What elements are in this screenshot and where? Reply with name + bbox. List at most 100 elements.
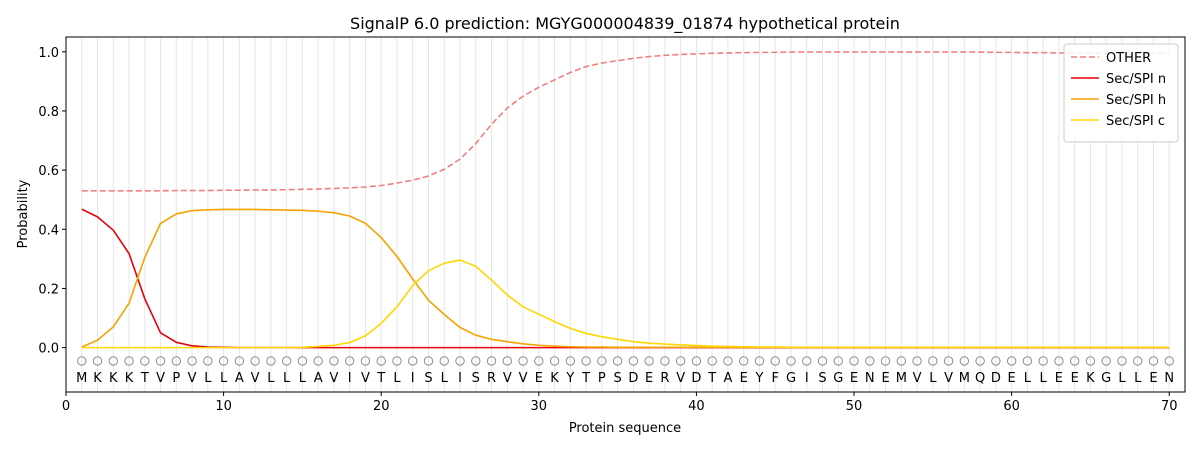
chart-title: SignalP 6.0 prediction: MGYG000004839_01… [350,14,900,34]
residue-label: V [251,371,260,386]
residue-label: T [140,371,149,386]
residue-marker [754,356,765,366]
x-tick-label: 30 [531,399,548,414]
residue-marker [266,356,276,366]
y-tick-label: 0.6 [38,164,59,179]
residue-marker [502,356,512,366]
x-tick-label: 0 [62,399,70,414]
residue-label: V [188,371,197,386]
residue-label: E [535,371,543,386]
residue-label: N [1164,371,1174,386]
residue-label: D [691,371,701,386]
legend-box [1063,43,1179,143]
residue-label: R [660,371,669,386]
y-axis-ticks: 0.0 0.2 0.4 0.6 0.8 1.0 [38,46,66,357]
residue-marker [1085,356,1096,366]
y-tick-label: 0.8 [38,105,59,120]
residue-marker [376,356,386,366]
residue-marker [423,356,434,366]
residue-marker [1022,356,1033,366]
residue-label: K [109,371,118,386]
residue-marker [723,356,733,366]
residue-marker [565,356,576,366]
residue-label: E [850,371,858,386]
x-tick-label: 50 [846,399,863,414]
legend-label: Sec/SPI h [1106,93,1166,108]
residue-marker [313,356,323,366]
residue-marker [896,356,907,366]
residue-marker [408,356,418,366]
residue-marker [959,356,970,366]
vertical-gridlines [81,37,1170,392]
residue-label: Y [754,371,763,386]
residue-label: P [598,371,606,386]
residue-label: N [865,371,875,386]
residue-label: Y [565,371,574,386]
residue-marker [581,356,591,366]
residue-label: S [613,371,621,386]
residue-label: M [896,371,907,386]
residue-marker [471,356,481,366]
residue-label: M [959,371,970,386]
x-tick-label: 10 [215,399,232,414]
residue-marker [786,356,796,366]
residue-marker [203,356,213,366]
residue-marker [1164,356,1174,366]
residue-label: L [299,371,307,386]
residue-marker [329,356,339,366]
residue-label: K [93,371,102,386]
residue-label: E [1055,371,1063,386]
residue-marker [360,356,371,366]
residue-label: D [628,371,638,386]
residue-marker [1101,356,1111,366]
residue-marker [534,356,544,366]
residue-label: L [393,371,401,386]
residue-label: L [220,371,228,386]
legend-label: Sec/SPI n [1106,72,1166,87]
residue-marker [597,356,607,366]
residue-marker [880,356,891,366]
residue-label: E [1071,371,1079,386]
x-tick-label: 20 [373,399,390,414]
residue-marker [1133,356,1143,366]
residue-marker [392,356,402,366]
residue-marker [770,356,780,366]
y-axis-label: Probability [16,179,31,248]
residue-marker [518,356,528,366]
y-tick-label: 0.2 [38,282,59,297]
residue-marker [1069,356,1080,366]
residue-marker [439,356,449,366]
residue-label: V [913,371,922,386]
residue-label: Q [975,371,985,386]
series-lines [81,51,1170,349]
series-line-sec-spi-h [81,208,1170,349]
residue-marker [486,356,497,366]
residue-label: S [472,371,480,386]
residue-marker [124,356,134,366]
residue-marker [644,356,654,366]
residue-marker [549,356,560,366]
residue-label: E [1149,371,1157,386]
y-tick-label: 0.0 [38,342,59,357]
residue-marker [865,356,875,366]
residue-label: A [723,371,732,386]
residue-label: K [550,371,559,386]
residue-label: L [1040,371,1048,386]
x-axis-ticks: 0 10 20 30 40 50 60 70 [62,392,1178,414]
residue-marker [612,356,623,366]
series-line-sec-spi-n [81,208,1170,349]
residue-marker [1148,356,1159,366]
residue-marker [234,356,245,366]
x-tick-label: 40 [688,399,705,414]
residue-label: R [487,371,496,386]
residue-label: E [881,371,889,386]
residue-label: K [125,371,134,386]
residue-label: I [411,371,415,386]
residue-marker [344,356,355,366]
series-line-other [81,51,1170,192]
residue-marker [455,356,465,366]
residue-label: V [676,371,685,386]
legend: OTHER Sec/SPI n Sec/SPI h Sec/SPI c [1063,43,1179,143]
residue-label: I [348,371,352,386]
